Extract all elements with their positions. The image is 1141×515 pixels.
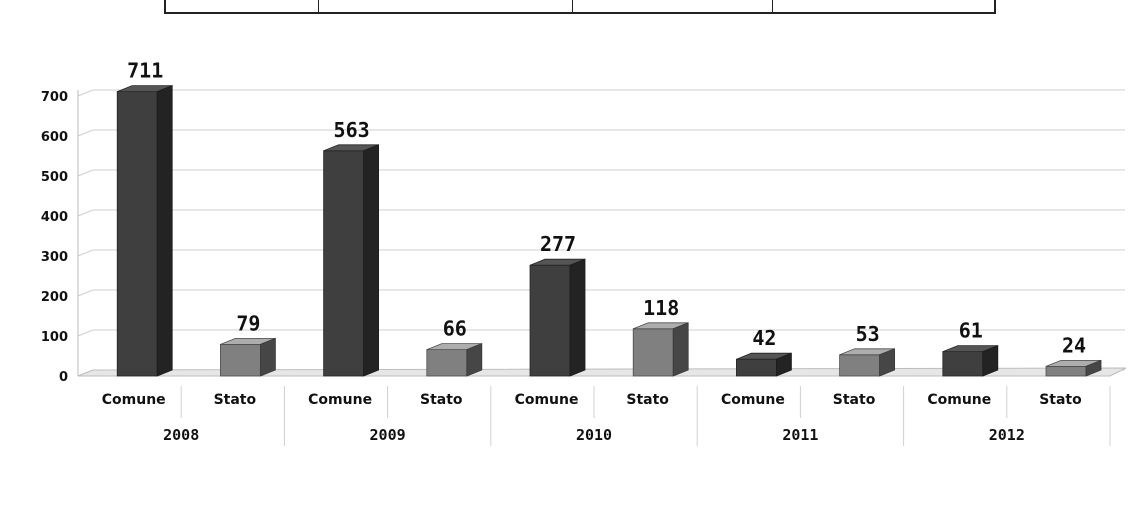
bar bbox=[736, 358, 777, 377]
grid-line bbox=[77, 249, 94, 257]
data-label: 711 bbox=[127, 59, 163, 83]
y-tick-label: 400 bbox=[41, 210, 68, 225]
y-tick-label: 200 bbox=[41, 290, 68, 305]
table-divider bbox=[772, 0, 773, 12]
bar bbox=[942, 351, 984, 377]
data-label: 42 bbox=[752, 326, 776, 350]
year-label: 2009 bbox=[370, 426, 406, 444]
bar-side bbox=[776, 352, 792, 377]
data-label: 24 bbox=[1062, 333, 1086, 357]
table-divider bbox=[318, 0, 319, 12]
bar-side bbox=[260, 337, 276, 377]
y-tick-label: 300 bbox=[41, 250, 68, 265]
category-label: Comune bbox=[102, 392, 166, 408]
category-label: Comune bbox=[721, 392, 785, 408]
bar bbox=[1045, 365, 1087, 377]
y-tick-label: 600 bbox=[41, 130, 68, 145]
bar bbox=[323, 150, 365, 377]
category-label: Stato bbox=[1039, 392, 1082, 408]
table-strip bbox=[164, 0, 996, 14]
grid-line bbox=[77, 169, 94, 177]
data-label: 61 bbox=[959, 319, 983, 343]
bar bbox=[220, 343, 261, 377]
bar-side bbox=[879, 348, 896, 377]
year-label: 2010 bbox=[576, 426, 612, 444]
table-divider bbox=[572, 0, 573, 12]
bar-side bbox=[156, 85, 173, 377]
bar-side bbox=[466, 343, 483, 377]
grid-line bbox=[77, 129, 94, 137]
bar bbox=[116, 91, 158, 377]
bar-side bbox=[982, 345, 999, 377]
bar bbox=[426, 349, 468, 377]
bar-side bbox=[569, 258, 586, 377]
bar-side bbox=[363, 144, 380, 377]
bar-side bbox=[672, 322, 689, 377]
category-label: Stato bbox=[833, 392, 876, 408]
data-label: 53 bbox=[856, 322, 880, 346]
bar-side bbox=[1085, 359, 1102, 377]
category-label: Stato bbox=[214, 392, 257, 408]
y-tick-label: 100 bbox=[41, 330, 68, 345]
y-tick-label: 700 bbox=[41, 90, 68, 105]
year-label: 2012 bbox=[989, 426, 1025, 444]
y-tick-label: 500 bbox=[41, 170, 68, 185]
data-label: 66 bbox=[443, 317, 467, 341]
year-label: 2011 bbox=[782, 426, 818, 444]
y-tick-label: 0 bbox=[59, 370, 68, 385]
data-label: 79 bbox=[236, 311, 260, 335]
category-label: Stato bbox=[626, 392, 669, 408]
data-label: 563 bbox=[334, 118, 370, 142]
category-label: Stato bbox=[420, 392, 463, 408]
grid-line bbox=[77, 89, 94, 97]
grid-line bbox=[77, 209, 94, 217]
category-label: Comune bbox=[515, 392, 579, 408]
bar bbox=[529, 264, 571, 377]
data-label: 118 bbox=[643, 296, 679, 320]
bar bbox=[839, 354, 881, 377]
bar bbox=[632, 328, 674, 377]
category-label: Comune bbox=[927, 392, 991, 408]
grid-line bbox=[77, 289, 94, 297]
year-label: 2008 bbox=[163, 426, 199, 444]
data-label: 277 bbox=[540, 232, 576, 256]
category-label: Comune bbox=[308, 392, 372, 408]
grid-line bbox=[77, 329, 94, 337]
